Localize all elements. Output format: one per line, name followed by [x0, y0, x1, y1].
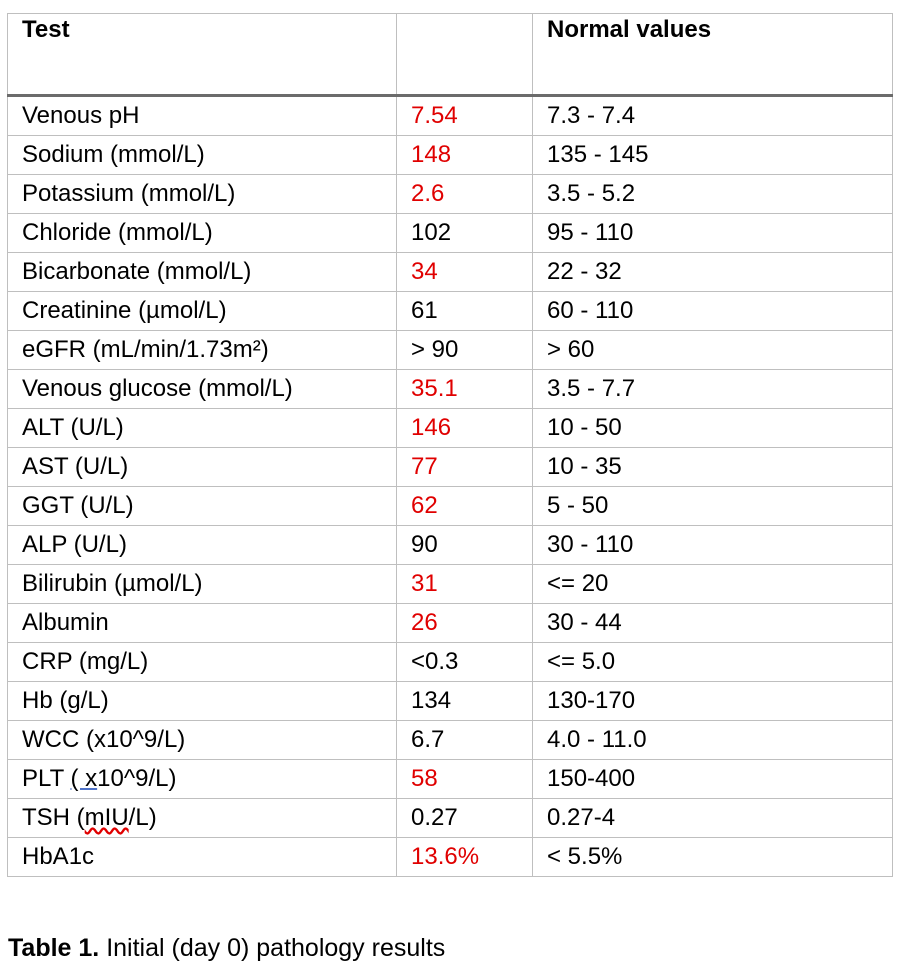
table-row: GGT (U/L) 62 5 - 50: [7, 486, 893, 526]
test-name-cell: Chloride (mmol/L): [7, 213, 397, 253]
header-normal-values: Normal values: [532, 13, 893, 97]
test-name-cell: WCC (x10^9/L): [7, 720, 397, 760]
test-name-cell: Hb (g/L): [7, 681, 397, 721]
table-row: Bicarbonate (mmol/L) 34 22 - 32: [7, 252, 893, 292]
grammar-mark: ( x: [70, 765, 98, 792]
test-name-cell: Sodium (mmol/L): [7, 135, 397, 175]
result-value-cell: > 90: [396, 330, 533, 370]
test-name-cell: CRP (mg/L): [7, 642, 397, 682]
table-row: Albumin 26 30 - 44: [7, 603, 893, 643]
test-name-cell: ALT (U/L): [7, 408, 397, 448]
result-value-cell: 13.6%: [396, 837, 533, 877]
normal-range-cell: > 60: [532, 330, 893, 370]
test-name-cell: Albumin: [7, 603, 397, 643]
table-row: WCC (x10^9/L) 6.7 4.0 - 11.0: [7, 720, 893, 760]
test-name-cell: AST (U/L): [7, 447, 397, 487]
test-name-cell: Bilirubin (µmol/L): [7, 564, 397, 604]
table-row: Sodium (mmol/L) 148 135 - 145: [7, 135, 893, 175]
result-value-cell: 34: [396, 252, 533, 292]
caption-text: Initial (day 0) pathology results: [99, 934, 446, 962]
result-value-cell: 61: [396, 291, 533, 331]
table-body: Venous pH 7.54 7.3 - 7.4 Sodium (mmol/L) 148…: [7, 95, 893, 877]
result-value-cell: 7.54: [396, 95, 533, 136]
result-value-cell: 58: [396, 759, 533, 799]
header-value: [396, 13, 533, 97]
normal-range-cell: 4.0 - 11.0: [532, 720, 893, 760]
test-name-cell: eGFR (mL/min/1.73m²): [7, 330, 397, 370]
test-name-cell: ALP (U/L): [7, 525, 397, 565]
normal-range-cell: <= 20: [532, 564, 893, 604]
normal-range-cell: 30 - 44: [532, 603, 893, 643]
table-row: eGFR (mL/min/1.73m²) > 90 > 60: [7, 330, 893, 370]
normal-range-cell: 3.5 - 7.7: [532, 369, 893, 409]
table-caption: Table 1. Initial (day 0) pathology resul…: [8, 932, 445, 964]
table-row: Creatinine (µmol/L) 61 60 - 110: [7, 291, 893, 331]
table-row: CRP (mg/L) <0.3 <= 5.0: [7, 642, 893, 682]
test-name-cell: PLT ( x10^9/L): [7, 759, 397, 799]
normal-range-cell: 10 - 35: [532, 447, 893, 487]
table-row: Bilirubin (µmol/L) 31 <= 20: [7, 564, 893, 604]
table-row: Potassium (mmol/L) 2.6 3.5 - 5.2: [7, 174, 893, 214]
table-row: Hb (g/L) 134 130-170: [7, 681, 893, 721]
result-value-cell: 26: [396, 603, 533, 643]
normal-range-cell: 150-400: [532, 759, 893, 799]
normal-range-cell: 7.3 - 7.4: [532, 95, 893, 136]
normal-range-cell: < 5.5%: [532, 837, 893, 877]
table-row: PLT ( x10^9/L) 58 150-400: [7, 759, 893, 799]
result-value-cell: 31: [396, 564, 533, 604]
pathology-results-table: Test Normal values Venous pH 7.54 7.3 - 7.…: [7, 13, 893, 877]
normal-range-cell: <= 5.0: [532, 642, 893, 682]
normal-range-cell: 130-170: [532, 681, 893, 721]
test-name-cell: Bicarbonate (mmol/L): [7, 252, 397, 292]
normal-range-cell: 30 - 110: [532, 525, 893, 565]
test-name-cell: Creatinine (µmol/L): [7, 291, 397, 331]
result-value-cell: 62: [396, 486, 533, 526]
result-value-cell: 148: [396, 135, 533, 175]
result-value-cell: 134: [396, 681, 533, 721]
result-value-cell: 0.27: [396, 798, 533, 838]
normal-range-cell: 5 - 50: [532, 486, 893, 526]
result-value-cell: 6.7: [396, 720, 533, 760]
normal-range-cell: 10 - 50: [532, 408, 893, 448]
header-test: Test: [7, 13, 397, 97]
result-value-cell: <0.3: [396, 642, 533, 682]
table-row: HbA1c 13.6% < 5.5%: [7, 837, 893, 877]
table-row: ALT (U/L) 146 10 - 50: [7, 408, 893, 448]
header-row: Test Normal values: [7, 13, 893, 97]
normal-range-cell: 60 - 110: [532, 291, 893, 331]
test-name-cell: Potassium (mmol/L): [7, 174, 397, 214]
test-name-cell: Venous glucose (mmol/L): [7, 369, 397, 409]
normal-range-cell: 3.5 - 5.2: [532, 174, 893, 214]
table-row: AST (U/L) 77 10 - 35: [7, 447, 893, 487]
table-row: Venous glucose (mmol/L) 35.1 3.5 - 7.7: [7, 369, 893, 409]
table-header: Test Normal values: [7, 13, 893, 97]
result-value-cell: 35.1: [396, 369, 533, 409]
table-row: Venous pH 7.54 7.3 - 7.4: [7, 95, 893, 136]
test-name-cell: Venous pH: [7, 95, 397, 136]
result-value-cell: 102: [396, 213, 533, 253]
caption-label: Table 1.: [8, 934, 100, 962]
normal-range-cell: 22 - 32: [532, 252, 893, 292]
test-name-cell: HbA1c: [7, 837, 397, 877]
result-value-cell: 146: [396, 408, 533, 448]
normal-range-cell: 135 - 145: [532, 135, 893, 175]
table-row: TSH (mIU/L) 0.27 0.27-4: [7, 798, 893, 838]
test-name-cell: TSH (mIU/L): [7, 798, 397, 838]
result-value-cell: 2.6: [396, 174, 533, 214]
test-name-cell: GGT (U/L): [7, 486, 397, 526]
result-value-cell: 90: [396, 525, 533, 565]
normal-range-cell: 0.27-4: [532, 798, 893, 838]
result-value-cell: 77: [396, 447, 533, 487]
table-row: Chloride (mmol/L) 102 95 - 110: [7, 213, 893, 253]
normal-range-cell: 95 - 110: [532, 213, 893, 253]
spelling-mark: mIU: [84, 804, 129, 831]
table-row: ALP (U/L) 90 30 - 110: [7, 525, 893, 565]
